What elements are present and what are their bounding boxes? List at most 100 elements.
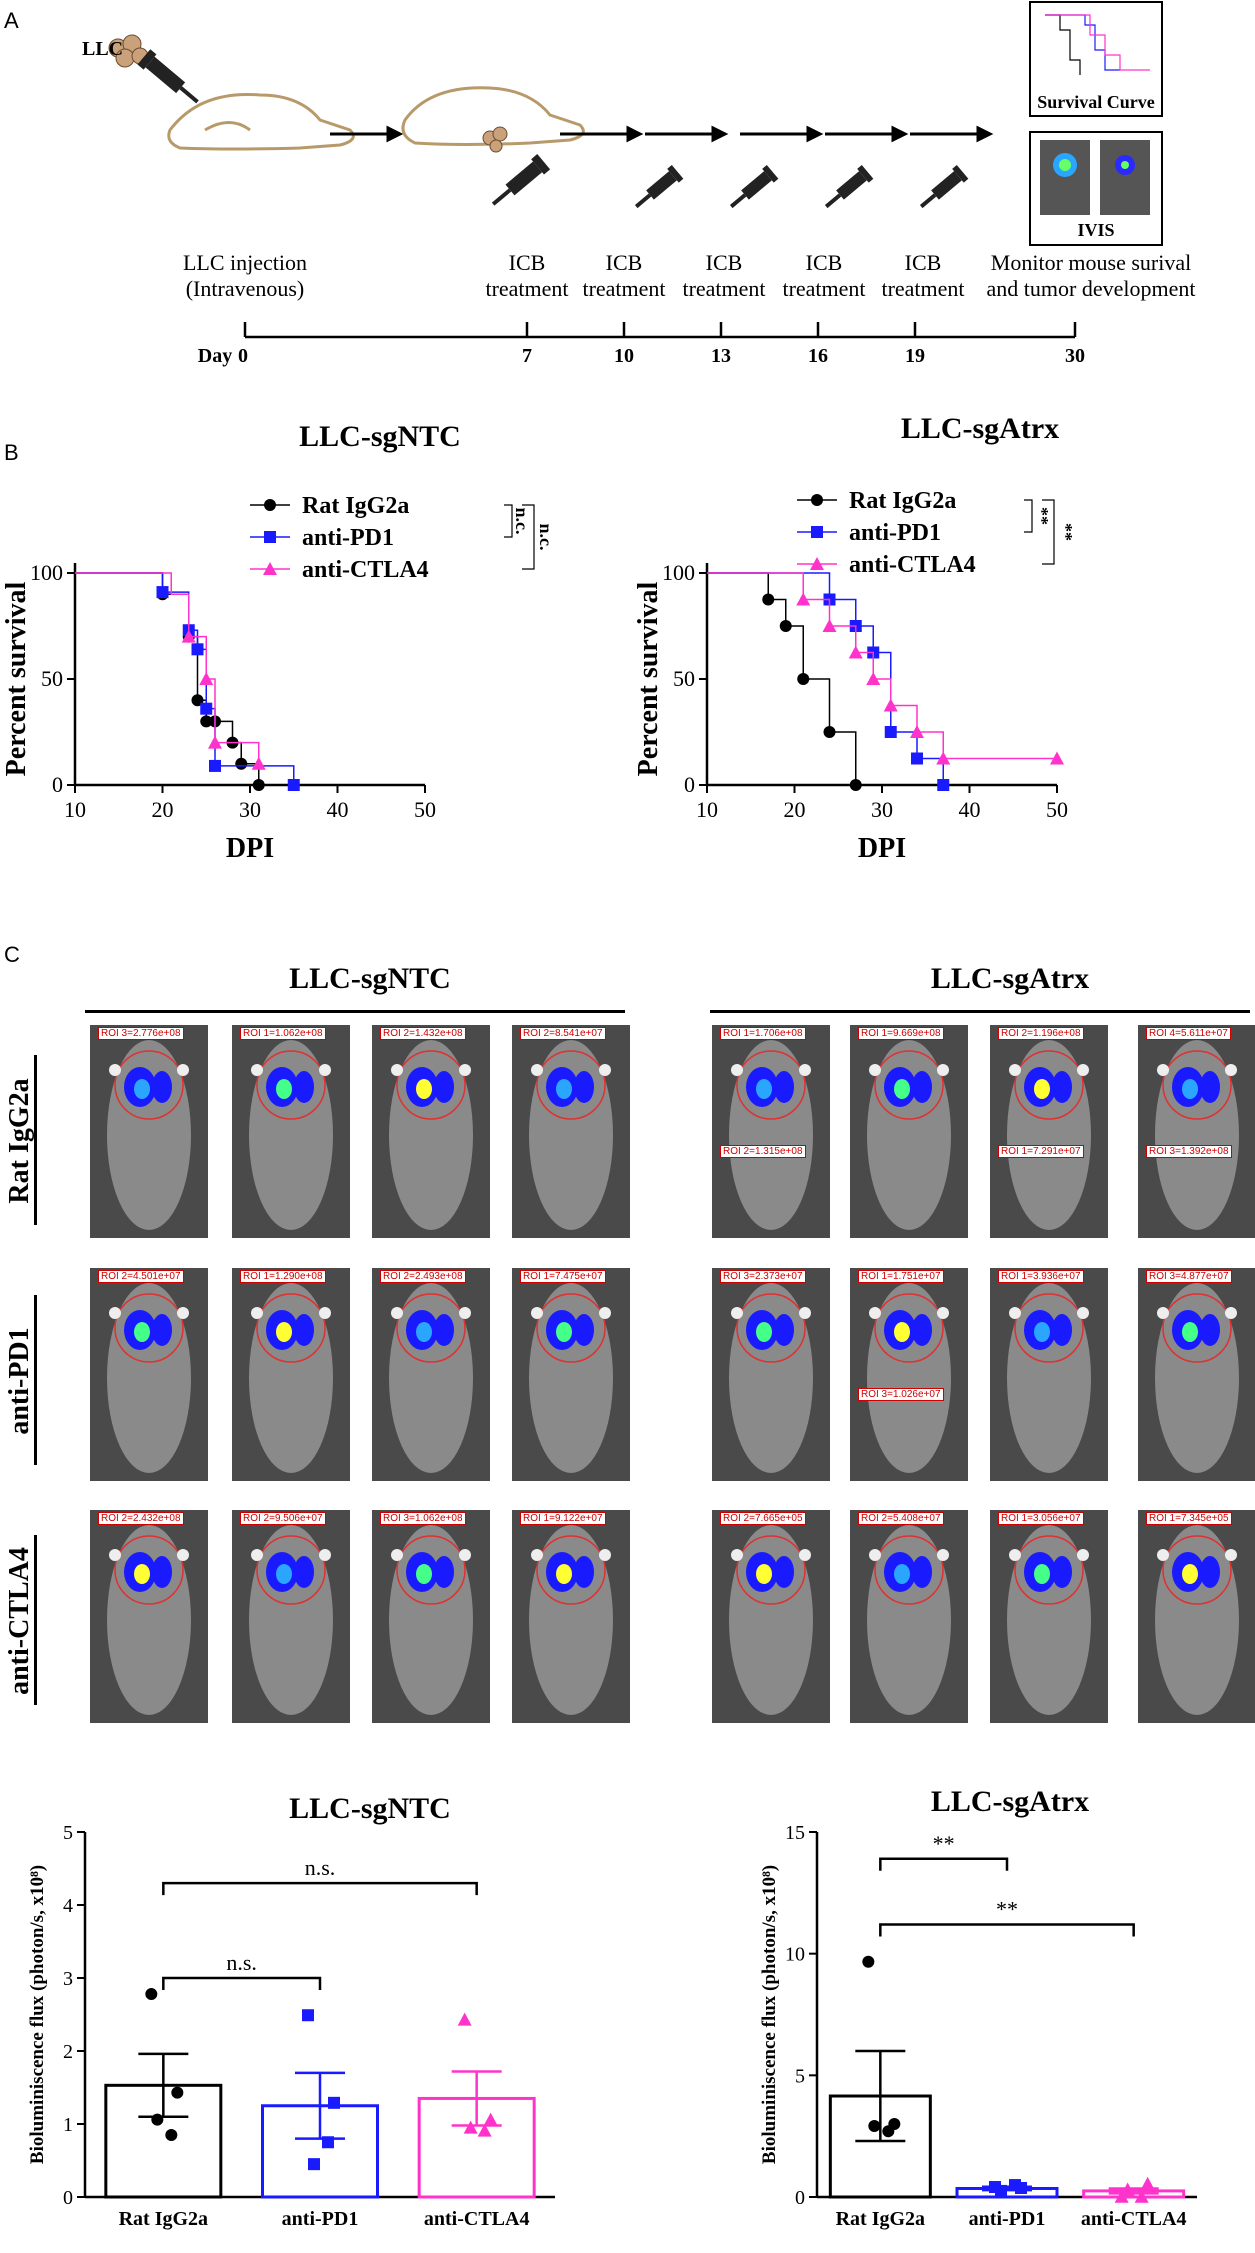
mouse-silhouette [712, 1510, 830, 1723]
llc-label: LLC [82, 38, 124, 60]
mouse-silhouette [990, 1025, 1108, 1238]
y-axis-label: Bioluminiscence flux (photon/s, x10⁸) [759, 1865, 780, 2164]
day-19: 19 [905, 345, 925, 367]
ivis-mouse-image: ROI 1=1.706e+08 ROI 2=1.315e+08 [712, 1025, 830, 1238]
data-point [1120, 2182, 1135, 2196]
mouse-icon [167, 92, 355, 151]
data-point [463, 2120, 478, 2134]
mouse-silhouette [90, 1025, 208, 1238]
roi-label: ROI 1=7.345e+05 [1146, 1512, 1232, 1525]
roi-label: ROI 2=1.196e+08 [998, 1027, 1084, 1040]
roi-label: ROI 1=9.669e+08 [858, 1027, 944, 1040]
roi-label: ROI 2=2.432e+08 [98, 1512, 184, 1525]
syringe-icon [824, 164, 874, 209]
ivis-mouse-image: ROI 3=2.776e+08 [90, 1025, 208, 1238]
day-prefix: Day [197, 345, 233, 367]
y-tick-label: 0 [52, 772, 63, 797]
survival-curve-label: Survival Curve [1037, 92, 1155, 112]
x-tick-label: 10 [696, 797, 718, 822]
syringe-icon [137, 49, 199, 104]
survival-point [796, 592, 811, 606]
survival-point [884, 726, 897, 738]
x-tick-label: 40 [959, 797, 981, 822]
y-tick-label: 100 [30, 560, 63, 585]
ivis-mouse-image: ROI 2=2.432e+08 [90, 1510, 208, 1723]
survival-inset [1029, 1, 1163, 117]
survival-point [200, 715, 213, 728]
syringe-icon [729, 164, 779, 209]
bar-chart-left: 0 1 2 3 4 5 Bioluminiscence flux (photon/s, x1… [27, 1822, 555, 2230]
ivis-mouse-image: ROI 3=4.877e+07 [1138, 1268, 1255, 1481]
x-axis-label: DPI [858, 833, 906, 864]
roi-label: ROI 2=1.315e+08 [720, 1145, 806, 1158]
ivis-mouse-image: ROI 2=2.493e+08 [372, 1268, 490, 1481]
sig-label: n.s. [226, 1950, 257, 1975]
ivis-mouse-image: ROI 1=3.056e+07 [990, 1510, 1108, 1723]
ivis-mouse-image: ROI 2=8.541e+07 [512, 1025, 630, 1238]
ivis-mouse-image: ROI 2=1.432e+08 [372, 1025, 490, 1238]
sig-label: ** [1056, 523, 1076, 541]
day-10: 10 [614, 345, 634, 367]
roi-label: ROI 4=5.611e+07 [1146, 1027, 1231, 1040]
roi-label: ROI 1=9.122e+07 [520, 1512, 606, 1525]
syringe-icon [634, 164, 684, 209]
legend-marker [264, 531, 276, 543]
event-icb-5: ICB treatment [881, 250, 965, 301]
mouse-silhouette [1138, 1268, 1255, 1481]
survival-left-title: LLC-sgNTC [299, 420, 461, 453]
legend-label: Rat IgG2a [302, 493, 409, 519]
survival-point [823, 726, 836, 738]
arrow-series [560, 125, 994, 143]
data-point [308, 2158, 320, 2171]
survival-point [866, 672, 881, 685]
legend-marker [810, 557, 824, 570]
data-point [1114, 2189, 1129, 2203]
row-label-ctla4: anti-CTLA4 [4, 1547, 35, 1695]
event-llc-injection: LLC injection (Intravenous) [182, 250, 308, 301]
y-tick-label: 0 [63, 2187, 73, 2209]
sig-label: ** [1032, 507, 1052, 525]
row-label-pd1: anti-PD1 [4, 1327, 35, 1435]
sig-label: ** [933, 1831, 955, 1856]
ivis-mouse-image: ROI 1=7.475e+07 [512, 1268, 630, 1481]
ivis-mouse-image: ROI 2=9.506e+07 [232, 1510, 350, 1723]
roi-label: ROI 2=9.506e+07 [240, 1512, 326, 1525]
sig-bracket [879, 1923, 1135, 1937]
mouse-silhouette [232, 1510, 350, 1723]
roi-label: ROI 2=8.541e+07 [520, 1027, 606, 1040]
mouse-silhouette [232, 1025, 350, 1238]
syringe-icon [491, 154, 551, 206]
x-tick-label: anti-PD1 [282, 2208, 359, 2230]
survival-point [181, 629, 196, 643]
y-tick-label: 0 [795, 2187, 805, 2209]
sig-label: n.c. [536, 524, 556, 551]
survival-line-2 [75, 572, 260, 764]
data-point [1140, 2176, 1155, 2190]
x-tick-label: anti-CTLA4 [1081, 2208, 1187, 2230]
y-tick-label: 1 [63, 2114, 73, 2136]
x-tick-label: anti-PD1 [969, 2208, 1046, 2230]
survival-chart-right: 10 20 30 40 50 0 50 100 DPI Percent survival Rat I… [633, 488, 1076, 864]
ivis-mouse-image: ROI 2=7.665e+05 [712, 1510, 830, 1723]
roi-label: ROI 1=7.291e+07 [998, 1145, 1084, 1158]
x-tick-label: 10 [64, 797, 86, 822]
mouse-silhouette [232, 1268, 350, 1481]
survival-point [911, 752, 923, 765]
ivis-mouse-image: ROI 1=9.669e+08 [850, 1025, 968, 1238]
event-icb-3: ICB treatment [682, 250, 766, 301]
survival-point [235, 757, 248, 770]
legend-label: anti-PD1 [302, 525, 394, 551]
panel-a-letter: A [4, 8, 19, 33]
ivis-label: IVIS [1077, 220, 1115, 240]
legend-marker [811, 494, 823, 506]
y-tick-label: 2 [63, 2041, 73, 2063]
day-16: 16 [808, 345, 828, 367]
data-point [882, 2125, 895, 2138]
ivis-mouse-image: ROI 1=7.345e+05 [1138, 1510, 1255, 1723]
row-rule [34, 1535, 37, 1705]
mouse-silhouette [512, 1025, 630, 1238]
y-tick-label: 4 [63, 1895, 73, 1917]
survival-point [910, 725, 924, 738]
mouse-silhouette [90, 1268, 208, 1481]
